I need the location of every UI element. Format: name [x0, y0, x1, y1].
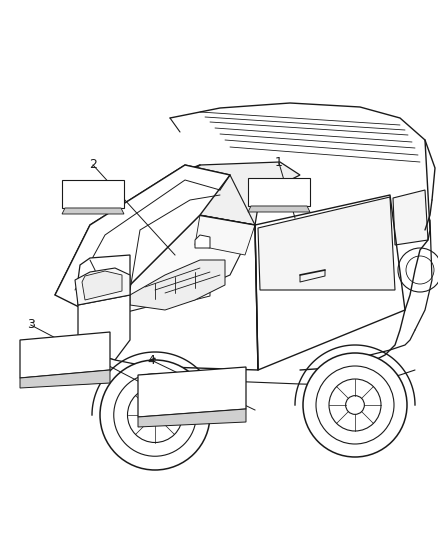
Circle shape: [316, 366, 394, 444]
Polygon shape: [140, 162, 300, 225]
Polygon shape: [78, 255, 130, 305]
Polygon shape: [75, 268, 130, 305]
Polygon shape: [130, 260, 225, 310]
Circle shape: [346, 395, 364, 414]
Polygon shape: [138, 367, 246, 417]
Text: 4: 4: [147, 353, 155, 367]
Polygon shape: [195, 235, 210, 248]
Polygon shape: [248, 206, 310, 212]
Polygon shape: [248, 178, 310, 206]
Polygon shape: [142, 185, 255, 225]
Circle shape: [114, 374, 196, 456]
Polygon shape: [62, 208, 124, 214]
Circle shape: [303, 353, 407, 457]
Polygon shape: [258, 197, 395, 290]
Polygon shape: [55, 350, 155, 385]
Polygon shape: [20, 332, 110, 378]
Circle shape: [100, 360, 210, 470]
Circle shape: [127, 387, 183, 442]
Polygon shape: [55, 165, 230, 310]
Polygon shape: [78, 295, 130, 360]
Polygon shape: [138, 409, 246, 427]
Text: 1: 1: [275, 157, 283, 169]
Circle shape: [398, 248, 438, 292]
Text: 3: 3: [27, 319, 35, 332]
Text: 2: 2: [89, 158, 97, 172]
Circle shape: [406, 256, 434, 284]
Polygon shape: [82, 271, 122, 300]
Polygon shape: [20, 370, 110, 388]
Circle shape: [329, 379, 381, 431]
Polygon shape: [393, 190, 428, 245]
Circle shape: [145, 405, 165, 425]
Polygon shape: [195, 215, 255, 255]
Polygon shape: [62, 180, 124, 208]
Polygon shape: [88, 215, 255, 315]
